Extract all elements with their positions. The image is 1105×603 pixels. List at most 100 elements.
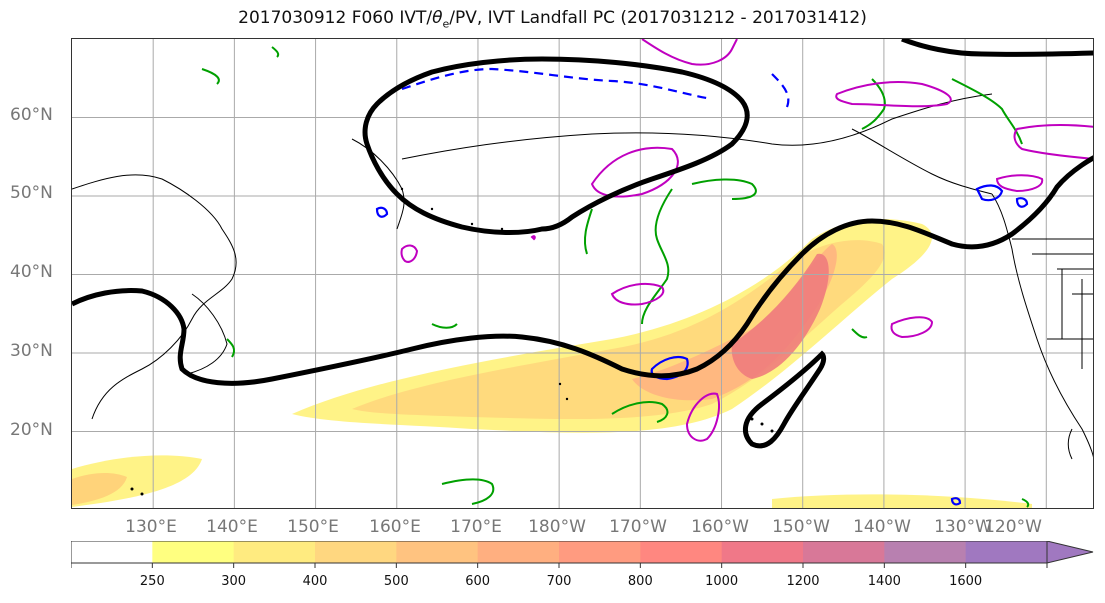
colorbar-cell bbox=[71, 541, 153, 563]
theta-e-contour bbox=[951, 78, 1023, 145]
colorbar-label: 1400 bbox=[867, 574, 901, 589]
colorbar-label: 700 bbox=[546, 574, 572, 589]
colorbar-cell bbox=[640, 541, 723, 563]
island-dot bbox=[430, 207, 434, 211]
theta-e-contour bbox=[611, 401, 669, 423]
lon-label: 130°W bbox=[934, 517, 992, 537]
title-suffix: /PV, IVT Landfall PC (2017031212 - 20170… bbox=[449, 8, 867, 28]
theta-e-contour bbox=[226, 338, 236, 358]
neg-contour bbox=[375, 206, 389, 218]
colorbar-extend-arrow bbox=[1046, 541, 1094, 564]
lat-label-50: 50°N bbox=[10, 183, 53, 203]
ivt-band-250 bbox=[292, 219, 932, 433]
lat-label-20: 20°N bbox=[10, 420, 53, 440]
alaska-coast bbox=[401, 93, 993, 160]
theta-e-contour bbox=[271, 46, 280, 58]
lon-label: 170°E bbox=[450, 517, 502, 537]
colorbar-label: 400 bbox=[302, 574, 328, 589]
pv-contour bbox=[1013, 123, 1093, 160]
pv-contour bbox=[641, 39, 738, 66]
islands bbox=[130, 187, 774, 496]
pc-contour-north bbox=[362, 56, 750, 235]
colorbar-cells bbox=[71, 541, 1048, 563]
pc-contour-main bbox=[72, 155, 1093, 386]
colorbar-ticks bbox=[71, 563, 1048, 568]
colorbar-cell bbox=[233, 541, 316, 563]
colorbar-cell bbox=[152, 541, 235, 563]
theta-e-contour bbox=[691, 178, 757, 200]
ivt-shading bbox=[72, 219, 1032, 508]
island-dot bbox=[760, 422, 764, 426]
lon-label: 130°E bbox=[125, 517, 177, 537]
state-borders bbox=[1047, 269, 1093, 369]
colorbar-cell bbox=[965, 541, 1048, 563]
theta-e-contour bbox=[431, 323, 458, 329]
alaska-panhandle bbox=[851, 128, 993, 195]
lon-label: 150°E bbox=[287, 517, 339, 537]
pv-contours bbox=[400, 39, 1093, 442]
map-svg bbox=[72, 39, 1093, 508]
pc-contour-east bbox=[901, 39, 1093, 57]
lon-label: 160°W bbox=[691, 517, 749, 537]
ivt-band-1000 bbox=[731, 253, 829, 379]
japan-coast bbox=[186, 293, 228, 375]
asia-coast bbox=[72, 174, 237, 420]
colorbar-cell bbox=[884, 541, 967, 563]
pc-contour bbox=[72, 39, 1093, 449]
island-dot bbox=[558, 382, 562, 386]
colorbar-label: 600 bbox=[465, 574, 491, 589]
pv-contour bbox=[530, 235, 536, 241]
colorbar-label: 500 bbox=[383, 574, 409, 589]
colorbar-label: 250 bbox=[139, 574, 165, 589]
pv-contour bbox=[400, 244, 419, 263]
lon-label: 150°W bbox=[772, 517, 830, 537]
theta-e-contour bbox=[851, 328, 868, 339]
theta-e-contours bbox=[201, 46, 1030, 508]
pv-contour bbox=[890, 316, 934, 339]
neg-dashed-contour bbox=[771, 73, 790, 108]
colorbar-cell bbox=[396, 541, 479, 563]
lon-label: 140°W bbox=[853, 517, 911, 537]
title-theta: θ bbox=[432, 8, 443, 28]
pc-contour-loop bbox=[742, 350, 827, 449]
negative-contours bbox=[375, 67, 1029, 506]
neg-contour bbox=[950, 497, 962, 506]
island-dot bbox=[400, 187, 404, 191]
neg-dashed-contour bbox=[401, 67, 713, 101]
theta-e-contour bbox=[861, 78, 886, 130]
title-prefix: 2017030912 F060 IVT/ bbox=[238, 8, 433, 28]
colorbar-label: 1600 bbox=[949, 574, 983, 589]
ivt-subtropics-core bbox=[72, 473, 127, 505]
theta-e-contour bbox=[441, 478, 495, 505]
pv-contour bbox=[835, 81, 952, 108]
colorbar-label: 1000 bbox=[705, 574, 739, 589]
lon-label: 120°W bbox=[984, 517, 1042, 537]
island-dot bbox=[130, 487, 134, 491]
colorbar-cell bbox=[315, 541, 397, 563]
lat-label-40: 40°N bbox=[10, 262, 53, 282]
pv-contour bbox=[995, 174, 1044, 193]
lon-label: 160°E bbox=[369, 517, 421, 537]
island-dot bbox=[140, 492, 144, 496]
title-theta-sub: e bbox=[442, 17, 450, 31]
lat-label-30: 30°N bbox=[10, 341, 53, 361]
colorbar-cell bbox=[559, 541, 641, 563]
ivt-east-pacific bbox=[772, 494, 1032, 508]
island-dot bbox=[500, 227, 504, 231]
pv-contour bbox=[610, 282, 665, 306]
colorbar-cell bbox=[477, 541, 560, 563]
colorbar bbox=[71, 541, 1094, 568]
island-dot bbox=[565, 397, 569, 401]
theta-e-contour bbox=[1021, 498, 1030, 508]
island-dot bbox=[770, 429, 774, 433]
colorbar-label: 300 bbox=[221, 574, 247, 589]
colorbar-label: 800 bbox=[627, 574, 653, 589]
lat-label-60: 60°N bbox=[10, 105, 53, 125]
colorbar-cell bbox=[721, 541, 804, 563]
colorbar-cell bbox=[803, 541, 885, 563]
colorbar-label: 1200 bbox=[786, 574, 820, 589]
neg-contour bbox=[975, 184, 1004, 202]
lon-label: 180°W bbox=[528, 517, 586, 537]
map-panel bbox=[71, 38, 1094, 509]
theta-e-contour bbox=[583, 208, 593, 255]
